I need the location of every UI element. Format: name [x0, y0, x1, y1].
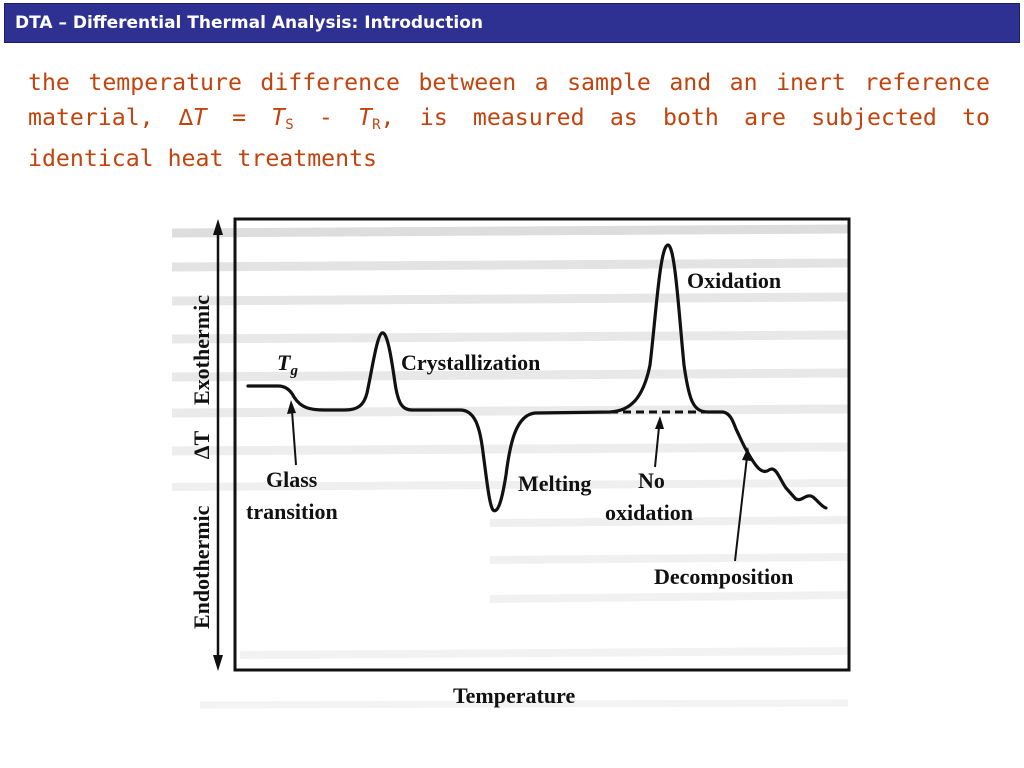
temperature-axis-label: Temperature: [453, 683, 575, 708]
glass-label: Glass: [266, 467, 318, 492]
delta-t: T: [192, 103, 207, 131]
sample-subscript: S: [285, 116, 294, 133]
melting-label: Melting: [518, 471, 591, 496]
decomposition-arrow: [734, 447, 751, 562]
plot-frame: [233, 217, 851, 672]
title-bar: DTA – Differential Thermal Analysis: Int…: [4, 3, 1020, 43]
scan-bleed-through: [171, 224, 849, 709]
tg-label: Tg: [277, 350, 298, 379]
reference-subscript: R: [372, 116, 381, 133]
t-reference: T: [358, 103, 373, 131]
dta-curve-diagram: Exothermic ∆T Endothermic Temperature Tg…: [171, 217, 851, 709]
slide-title: DTA – Differential Thermal Analysis: Int…: [15, 13, 483, 33]
tg-label-subscript: g: [289, 363, 298, 379]
delta-symbol: ∆: [178, 103, 193, 131]
definition-text: the temperature difference between a sam…: [28, 66, 990, 177]
glass-transition-arrow: [287, 400, 297, 466]
y-axis-arrow: [213, 219, 223, 671]
crystallization-label: Crystallization: [401, 350, 540, 375]
minus-sign: -: [293, 103, 359, 131]
no-oxidation-label: oxidation: [605, 500, 693, 525]
transition-label: transition: [246, 499, 338, 524]
no-oxidation-arrow: [654, 416, 664, 468]
oxidation-label: Oxidation: [687, 268, 781, 293]
definition-part1: the temperature difference between a sam…: [28, 69, 990, 131]
endothermic-label: Endothermic: [189, 505, 214, 629]
delta-t-axis-label: ∆T: [189, 431, 214, 459]
dta-figure: Exothermic ∆T Endothermic Temperature Tg…: [160, 205, 860, 730]
no-label: No: [638, 468, 665, 493]
equals-sign: =: [206, 103, 272, 131]
definition-part2: , is measured as both are subjected to i…: [28, 103, 990, 173]
t-sample: T: [271, 103, 286, 131]
decomposition-label: Decomposition: [654, 564, 793, 589]
tg-label-t: T: [277, 350, 292, 375]
exothermic-label: Exothermic: [189, 295, 214, 405]
